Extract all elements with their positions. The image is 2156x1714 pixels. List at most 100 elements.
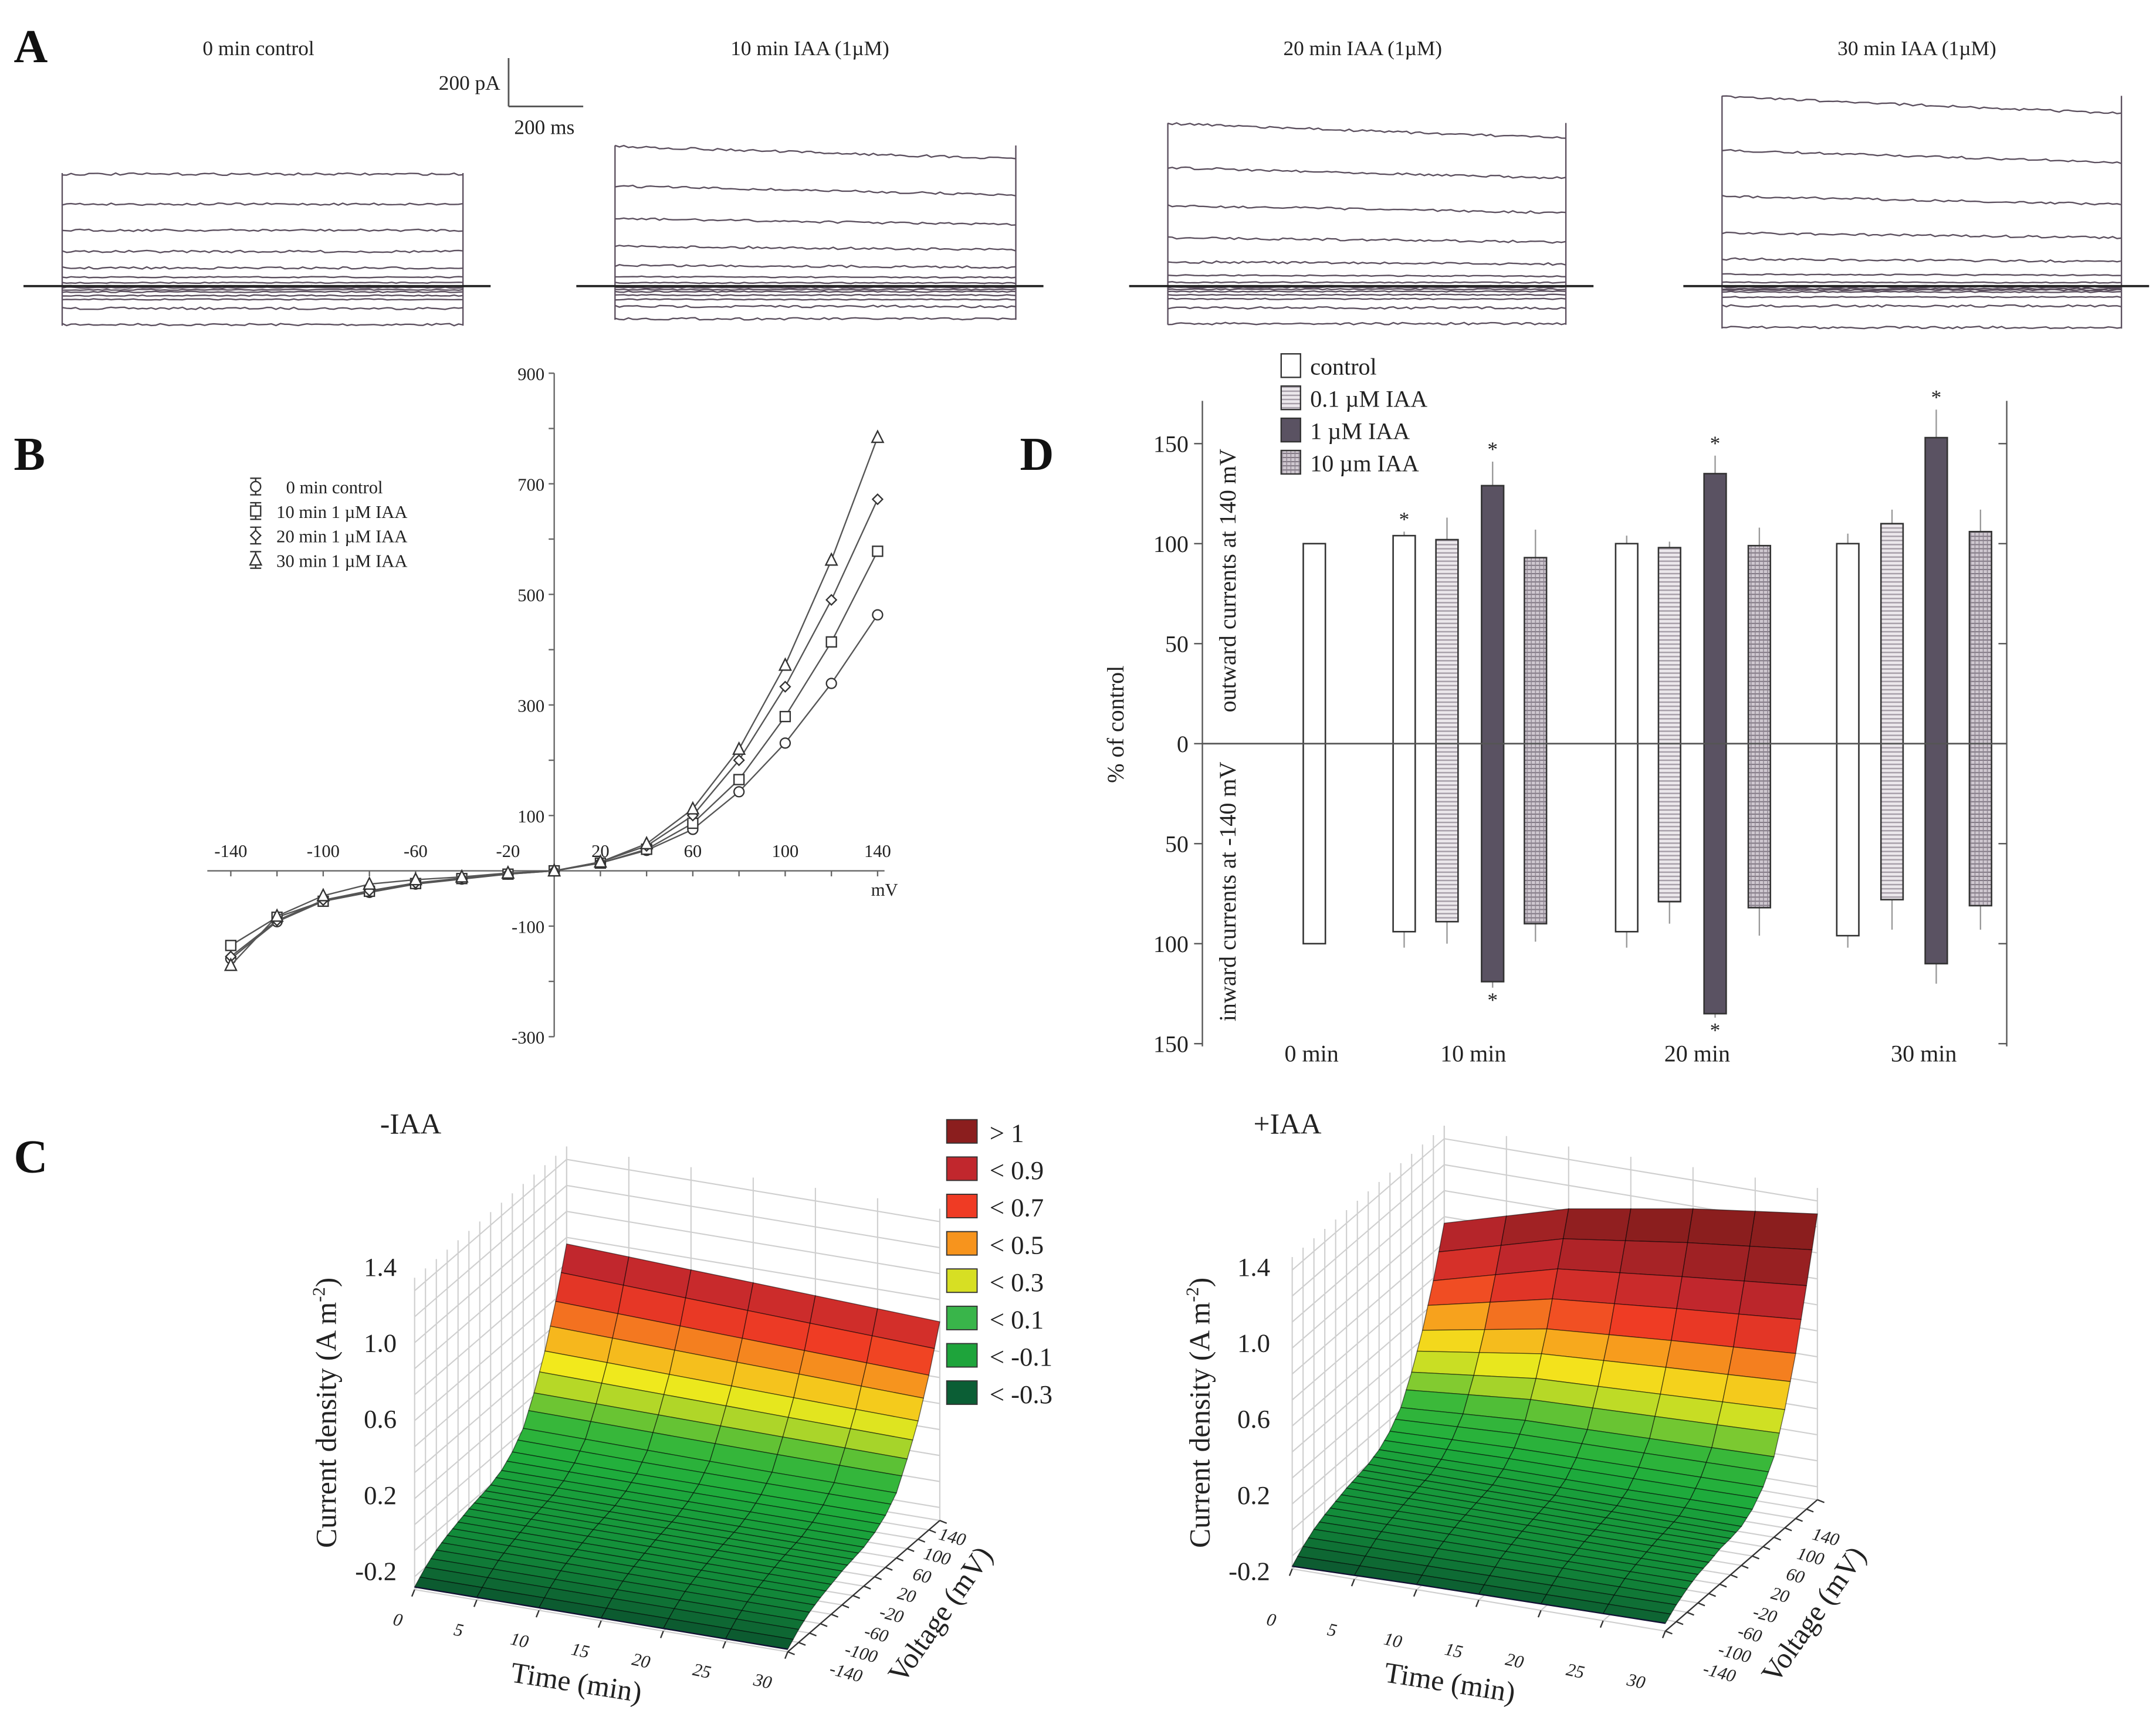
x-axis-label: mV [871,880,898,900]
y-tick-label: 100 [517,807,544,826]
y-tick-label: -300 [512,1028,544,1048]
bar-white [1615,543,1639,933]
z-tick-label: 1.4 [1237,1252,1270,1282]
current-trace [1167,204,1566,214]
legend-label: 20 min 1 µM IAA [276,527,407,547]
time-tick [473,1600,478,1607]
surface-cell [1614,1272,1683,1309]
voltage-tick [928,1529,936,1533]
current-trace [1167,288,1566,291]
data-point-triangle [686,801,700,815]
voltage-tick-label: 100 [922,1543,953,1570]
bar-grid [1524,557,1548,924]
category-label: 0 min [1284,1041,1338,1067]
voltage-tick [896,1557,904,1561]
legend-swatch [946,1268,978,1293]
time-tick-label: 0 [1265,1609,1278,1630]
time-tick [597,1620,602,1628]
panel-label-a: A [14,21,48,73]
scale-current-label: 200 pA [439,72,500,94]
category-label: 30 min [1891,1041,1957,1067]
back-wall-gridline [1444,1138,1818,1202]
time-tick [535,1610,540,1618]
data-point-circle [872,609,884,621]
y-tick-label: 500 [517,585,544,605]
time-axis-label: Time (min) [509,1656,644,1709]
y-axis-label-inward: inward currents at -140 mV [1214,761,1241,1021]
time-tick-label: 5 [452,1620,465,1641]
y-tick-label: 100 [1153,531,1189,557]
z-axis-label-text: Current density (A m [310,1302,342,1548]
data-point-triangle [547,863,561,877]
y-tick-label: 150 [1153,1031,1189,1057]
current-trace [62,306,463,310]
current-trace [615,288,1016,291]
voltage-tick [863,1585,871,1590]
y-tick-label: 50 [1165,631,1189,657]
voltage-tick-label: 140 [937,1524,968,1550]
side-wall-gridline [1291,1320,1445,1453]
time-tick [1661,1631,1666,1638]
surface-cell [1562,1208,1632,1241]
surface-cell [1608,1303,1677,1342]
current-trace [614,144,1016,160]
time-tick [1288,1569,1293,1576]
voltage-tick [1817,1499,1825,1503]
voltage-tick [1697,1602,1705,1607]
surface-cell [1557,1238,1626,1273]
time-tick [1413,1589,1417,1597]
legend-label: control [1310,354,1376,380]
legend-swatch-white [1280,353,1301,378]
legend-label: < 0.9 [990,1156,1044,1185]
z-tick-label: 0.2 [364,1481,397,1510]
time-tick-label: 15 [570,1639,591,1662]
current-trace [615,184,1016,197]
voltage-tick [906,1547,915,1552]
current-trace [1167,293,1566,296]
current-trace [1167,166,1566,179]
x-tick-label: -60 [404,841,428,861]
trace-panel-title: 0 min control [202,37,314,60]
data-point-triangle [363,876,377,890]
voltage-tick [809,1632,817,1637]
y-tick-label: 150 [1153,431,1189,457]
time-tick [411,1589,415,1597]
voltage-tick [1773,1536,1782,1541]
legend-swatch [946,1380,978,1405]
bar-grid [1747,544,1772,909]
time-tick-label: 10 [1382,1628,1404,1652]
surface-front-edge [1292,1565,1666,1624]
data-point-circle [733,786,745,798]
data-point-triangle [316,888,330,902]
legend-swatch [946,1231,978,1256]
voltage-tick [1752,1555,1759,1560]
voltage-axis [787,1520,940,1652]
side-wall-gridline [1291,1268,1445,1401]
data-point-triangle [824,552,838,566]
voltage-tick [1806,1508,1814,1513]
bar-hlines [1880,523,1904,901]
category-label: 20 min [1664,1041,1730,1067]
time-tick-label: 30 [752,1669,774,1693]
z-tick-label: 1.0 [364,1329,397,1358]
significance-asterisk: * [1931,386,1942,409]
legend-swatch [946,1343,978,1368]
time-tick-label: 25 [691,1659,713,1683]
legend-label: < 0.7 [990,1193,1044,1222]
surface-cell [1416,1329,1485,1353]
current-trace [615,217,1016,226]
z-tick-label: -0.2 [1228,1556,1270,1586]
voltage-tick [918,1538,926,1543]
data-point-circle [779,737,791,749]
z-tick-label: 0.6 [364,1404,397,1434]
current-trace [1721,231,2122,239]
z-axis-label-sup: -2 [309,1287,329,1302]
significance-asterisk: * [1487,438,1498,461]
voltage-tick [1665,1630,1673,1635]
z-tick-label: 0.6 [1237,1404,1270,1434]
voltage-tick [831,1613,839,1618]
time-tick [1599,1620,1604,1628]
surface-cell [1749,1211,1818,1251]
